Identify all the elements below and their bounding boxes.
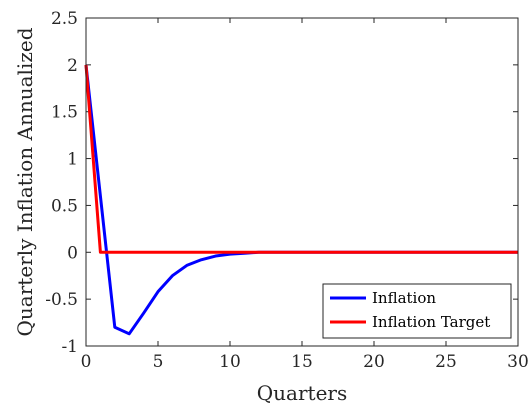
y-tick-label: 1.5 <box>51 103 78 123</box>
series-line-inflation-target <box>84 64 518 254</box>
series-layer <box>84 64 518 336</box>
x-tick-label: 0 <box>81 352 92 372</box>
x-tick-label: 25 <box>435 352 457 372</box>
legend: Inflation Inflation Target <box>322 283 512 339</box>
legend-label-inflation: Inflation <box>372 289 436 307</box>
y-axis-label: Quarterly Inflation Annualized <box>13 27 37 336</box>
x-axis-label: Quarters <box>257 381 347 405</box>
y-tick-label: 1 <box>67 150 78 170</box>
y-axis-ticks: -1 -0.5 0 0.5 1 1.5 2 2.5 <box>45 9 518 357</box>
x-tick-label: 30 <box>507 352 529 372</box>
y-tick-label: 2 <box>67 56 78 76</box>
y-tick-label: 2.5 <box>51 9 78 29</box>
y-tick-label: 0 <box>67 243 78 263</box>
x-tick-label: 10 <box>219 352 241 372</box>
legend-label-inflation-target: Inflation Target <box>372 313 490 331</box>
x-tick-label: 20 <box>363 352 385 372</box>
x-tick-label: 5 <box>153 352 164 372</box>
legend-box <box>322 283 512 339</box>
y-tick-label: 0.5 <box>51 196 78 216</box>
x-tick-label: 15 <box>291 352 313 372</box>
y-tick-label: -0.5 <box>45 290 78 310</box>
plot-frame <box>85 17 519 347</box>
y-tick-label: -1 <box>61 337 78 357</box>
